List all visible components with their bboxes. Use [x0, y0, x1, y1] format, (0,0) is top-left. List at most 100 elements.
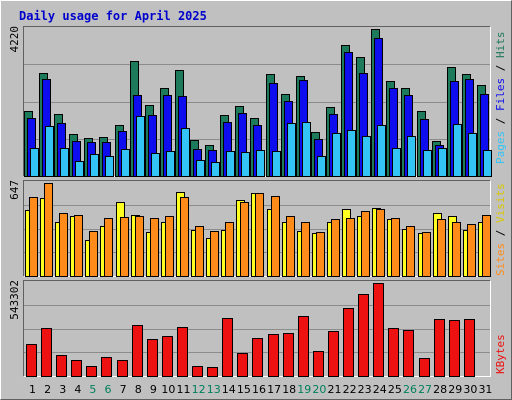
legend-sep: / [494, 111, 507, 131]
day-label: 19 [297, 383, 311, 396]
pages-bar [60, 148, 69, 177]
pages-bar [423, 150, 432, 177]
kbytes-bar [41, 328, 52, 377]
pages-bar [468, 133, 477, 177]
day-label: 28 [433, 383, 447, 396]
sites-bar [422, 232, 431, 277]
sites-bar [255, 193, 264, 277]
pages-bar [453, 124, 462, 177]
kbytes-bar [147, 339, 158, 377]
kbytes-bar [252, 338, 263, 377]
pages-bar [136, 116, 145, 177]
day-label: 4 [74, 383, 81, 396]
pages-bar [347, 130, 356, 177]
kbytes-bar [101, 357, 112, 377]
kbytes-bar [313, 351, 324, 377]
pages-bar [272, 151, 281, 177]
day-label: 2 [44, 383, 51, 396]
sites-bar [467, 224, 476, 277]
day-label: 20 [312, 383, 326, 396]
sites-bar [361, 211, 370, 277]
sites-bar [120, 217, 129, 277]
day-label: 24 [373, 383, 387, 396]
sites-bar [437, 219, 446, 277]
pages-bar [241, 152, 250, 177]
hits-legend: Pages / Files / Hits [494, 32, 507, 165]
sites-bar [195, 226, 204, 277]
day-label: 23 [358, 383, 372, 396]
sites-bar [210, 231, 219, 277]
kbytes-bar [162, 336, 173, 377]
kbytes-bar [222, 318, 233, 377]
sites-bar [316, 232, 325, 277]
visits-max-label: 647 [8, 180, 21, 200]
sites-bar [391, 218, 400, 277]
day-label: 26 [403, 383, 417, 396]
day-label: 15 [237, 383, 251, 396]
hits-panel-edge-dark [23, 26, 491, 177]
kbytes-bar [328, 331, 339, 377]
kbytes-bar [373, 283, 384, 377]
day-label: 8 [135, 383, 142, 396]
pages-bar [45, 126, 54, 177]
sites-bar [482, 215, 491, 277]
sites-bar [271, 196, 280, 277]
day-label: 21 [327, 383, 341, 396]
legend-pages: Pages [494, 131, 507, 164]
hits-max-label: 4220 [8, 26, 21, 53]
kbytes-bar [283, 333, 294, 377]
day-label: 22 [343, 383, 357, 396]
pages-bar [377, 125, 386, 177]
kbytes-bar [298, 316, 309, 377]
pages-bar [105, 156, 114, 177]
day-label: 7 [120, 383, 127, 396]
sites-bar [376, 209, 385, 277]
kbytes-bar [343, 308, 354, 377]
pages-bar [332, 133, 341, 177]
legend-sites: Sites [494, 243, 507, 276]
day-label: 25 [388, 383, 402, 396]
sites-bar [89, 231, 98, 277]
kbytes-bar [26, 344, 37, 377]
kbytes-bar [237, 353, 248, 377]
pages-bar [30, 148, 39, 177]
kbytes-max-label: 543302 [8, 280, 21, 320]
sites-bar [346, 218, 355, 277]
kbytes-bar [434, 319, 445, 377]
kbytes-bar [403, 330, 414, 377]
day-label: 12 [192, 383, 206, 396]
sites-bar [240, 202, 249, 277]
sites-bar [59, 213, 68, 277]
sites-bar [180, 197, 189, 277]
day-label: 18 [282, 383, 296, 396]
legend-sep: / [494, 58, 507, 78]
pages-bar [121, 149, 130, 177]
pages-bar [438, 148, 447, 177]
sites-bar [104, 218, 113, 277]
kbytes-bar [192, 366, 203, 377]
kbytes-bar [207, 367, 218, 377]
day-label: 10 [161, 383, 175, 396]
legend-sep: / [494, 223, 507, 243]
kbytes-bar [177, 327, 188, 377]
sites-bar [301, 222, 310, 277]
day-label: 27 [418, 383, 432, 396]
sites-bar [225, 222, 234, 277]
pages-bar [196, 160, 205, 177]
pages-bar [226, 151, 235, 177]
legend-kbytes: KBytes [494, 334, 507, 374]
kbytes-bar [86, 366, 97, 377]
kbytes-panel-edge-dark [23, 280, 491, 377]
visits-panel-edge-dark [23, 180, 491, 277]
day-label: 14 [222, 383, 236, 396]
day-label: 16 [252, 383, 266, 396]
pages-bar [392, 148, 401, 177]
day-label: 31 [478, 383, 492, 396]
pages-bar [211, 162, 220, 177]
pages-bar [181, 128, 190, 177]
day-label: 9 [150, 383, 157, 396]
pages-bar [256, 150, 265, 177]
sites-bar [29, 197, 38, 277]
